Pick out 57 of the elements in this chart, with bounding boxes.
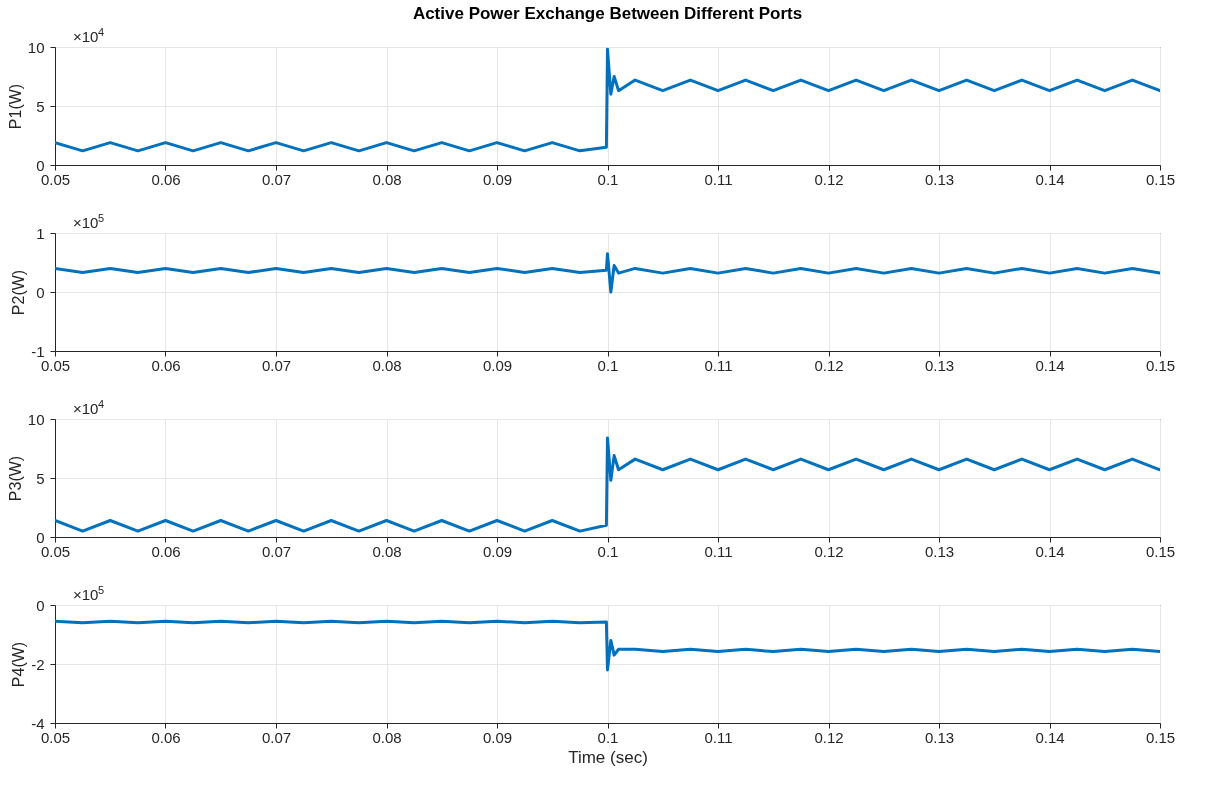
x-tick-label: 0.06 bbox=[151, 170, 181, 188]
line-series bbox=[55, 436, 1160, 533]
x-tick-label: 0.11 bbox=[704, 170, 733, 188]
chart-title: Active Power Exchange Between Different Ports bbox=[412, 4, 803, 23]
x-tick-label: 0.13 bbox=[924, 356, 955, 374]
y-axis-title: P2(W) bbox=[10, 269, 28, 316]
x-tick-label: 0.11 bbox=[704, 542, 733, 560]
y-tick-label: 10 bbox=[27, 38, 45, 56]
x-tick-label: 0.15 bbox=[1145, 170, 1176, 188]
line-series bbox=[55, 619, 1160, 672]
x-tick-label: 0.13 bbox=[924, 728, 955, 746]
x-tick-label: 0.14 bbox=[1035, 542, 1065, 560]
y-tick-label: 1 bbox=[36, 224, 45, 242]
x-tick-label: 0.13 bbox=[924, 170, 955, 188]
x-tick-label: 0.06 bbox=[151, 356, 181, 374]
x-tick-label: 0.14 bbox=[1035, 170, 1065, 188]
line-series bbox=[55, 252, 1160, 294]
x-tick-label: 0.07 bbox=[261, 728, 292, 746]
x-tick-label: 0.11 bbox=[704, 728, 733, 746]
x-tick-label: 0.08 bbox=[372, 170, 402, 188]
x-tick-label: 0.1 bbox=[597, 728, 619, 746]
y-tick-label: 5 bbox=[36, 469, 45, 487]
x-tick-label: 0.11 bbox=[704, 356, 733, 374]
x-axis-title: Time (sec) bbox=[568, 747, 648, 767]
y-tick-label: 0 bbox=[36, 596, 45, 614]
y-axis-title: P1(W) bbox=[6, 83, 24, 130]
x-tick-label: 0.07 bbox=[261, 356, 292, 374]
x-tick-label: 0.08 bbox=[372, 542, 402, 560]
x-tick-label: 0.12 bbox=[814, 728, 844, 746]
x-tick-label: 0.07 bbox=[261, 170, 292, 188]
x-tick-label: 0.09 bbox=[482, 542, 513, 560]
x-tick-label: 0.12 bbox=[814, 542, 844, 560]
x-tick-label: 0.14 bbox=[1035, 728, 1065, 746]
x-tick-label: 0.15 bbox=[1145, 542, 1176, 560]
x-tick-label: 0.08 bbox=[372, 356, 402, 374]
y-axis-title: P3(W) bbox=[6, 455, 24, 502]
x-tick-label: 0.15 bbox=[1145, 356, 1176, 374]
x-tick-label: 0.12 bbox=[814, 170, 844, 188]
y-tick-label: 0 bbox=[36, 283, 45, 301]
x-tick-label: 0.1 bbox=[597, 170, 619, 188]
x-tick-label: 0.12 bbox=[814, 356, 844, 374]
y-tick-label: 5 bbox=[36, 97, 45, 115]
x-tick-label: 0.06 bbox=[151, 728, 181, 746]
y-tick-label: 10 bbox=[27, 410, 45, 428]
y-axis-title: P4(W) bbox=[10, 641, 28, 688]
x-tick-label: 0.09 bbox=[482, 728, 513, 746]
x-tick-label: 0.13 bbox=[924, 542, 955, 560]
x-tick-label: 0.1 bbox=[597, 356, 619, 374]
x-tick-label: 0.14 bbox=[1035, 356, 1065, 374]
x-tick-label: 0.06 bbox=[151, 542, 181, 560]
x-tick-label: 0.07 bbox=[261, 542, 292, 560]
y-tick-label: -2 bbox=[31, 655, 45, 673]
x-tick-label: 0.1 bbox=[597, 542, 619, 560]
x-tick-label: 0.09 bbox=[482, 356, 513, 374]
x-tick-label: 0.15 bbox=[1145, 728, 1176, 746]
x-tick-label: 0.09 bbox=[482, 170, 513, 188]
x-tick-label: 0.08 bbox=[372, 728, 402, 746]
